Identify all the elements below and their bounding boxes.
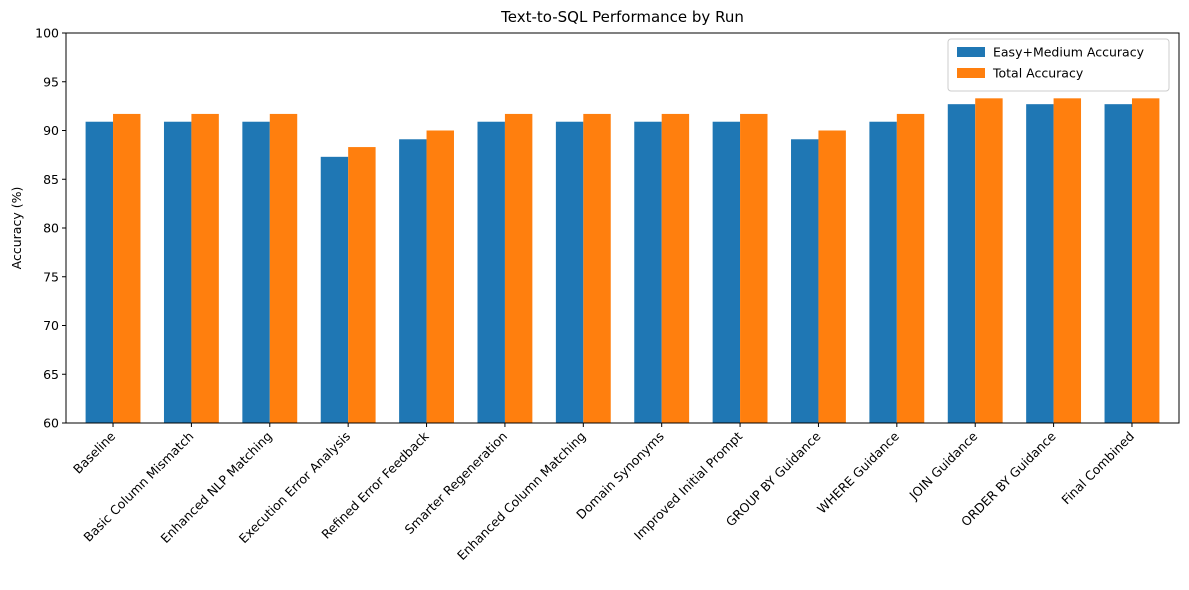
y-axis-label-group: Accuracy (%): [9, 187, 24, 270]
bars: [85, 98, 1160, 424]
bar-easy-medium: [320, 156, 349, 423]
bar-easy-medium: [947, 104, 976, 424]
legend-swatch: [957, 47, 985, 57]
bar-total: [975, 98, 1003, 423]
bar-total: [426, 130, 454, 423]
bar-total: [191, 113, 219, 424]
y-tick-label: 60: [43, 416, 59, 431]
bar-total: [583, 113, 611, 424]
legend: Easy+Medium Accuracy Total Accuracy: [947, 38, 1170, 92]
x-tick-label: JOIN Guidance: [906, 428, 981, 503]
x-tick-label: WHERE Guidance: [814, 428, 902, 516]
y-tick-label: 70: [43, 318, 59, 333]
bar-total: [348, 147, 376, 423]
legend-swatch: [957, 68, 985, 78]
bar-easy-medium: [163, 121, 192, 423]
bar-total: [818, 130, 846, 423]
bar-easy-medium: [555, 121, 584, 423]
chart-title: Text-to-SQL Performance by Run: [500, 8, 744, 26]
y-tick-label: 65: [43, 367, 59, 382]
bar-total: [740, 113, 768, 424]
bar-easy-medium: [85, 121, 114, 423]
x-tick-label: Enhanced Column Matching: [454, 429, 588, 563]
x-tick-label: Domain Synonyms: [573, 429, 667, 523]
bar-total: [1053, 98, 1082, 423]
x-tick-label: Baseline: [70, 428, 118, 476]
y-tick-label: 80: [43, 221, 59, 236]
bar-total: [113, 113, 141, 424]
bar-total: [896, 113, 925, 424]
x-tick-label: Final Combined: [1058, 429, 1137, 508]
bar-total: [269, 113, 298, 424]
y-tick-label: 75: [43, 269, 59, 284]
y-tick-label: 100: [35, 26, 59, 41]
bar-easy-medium: [791, 139, 819, 423]
y-axis-label: Accuracy (%): [9, 187, 24, 270]
bar-easy-medium: [242, 121, 270, 423]
bar-easy-medium: [477, 121, 505, 423]
legend-label: Total Accuracy: [992, 66, 1084, 81]
y-tick-label: 85: [43, 172, 59, 187]
plot-frame: [65, 32, 1180, 424]
bar-total: [661, 113, 690, 424]
bar-easy-medium: [1026, 104, 1054, 424]
bar-total: [504, 113, 533, 424]
bar-easy-medium: [712, 121, 741, 423]
y-tick-label: 90: [43, 123, 59, 138]
bar-total: [1131, 98, 1160, 423]
bar-easy-medium: [399, 139, 427, 423]
bar-easy-medium: [634, 121, 662, 423]
legend-label: Easy+Medium Accuracy: [993, 45, 1145, 60]
bar-easy-medium: [869, 121, 897, 423]
y-tick-label: 95: [43, 74, 59, 89]
legend-box: [947, 38, 1170, 92]
y-axis-ticks: 60 65 70 75 80 85 90 95 100: [35, 26, 66, 431]
bar-easy-medium: [1104, 104, 1132, 424]
